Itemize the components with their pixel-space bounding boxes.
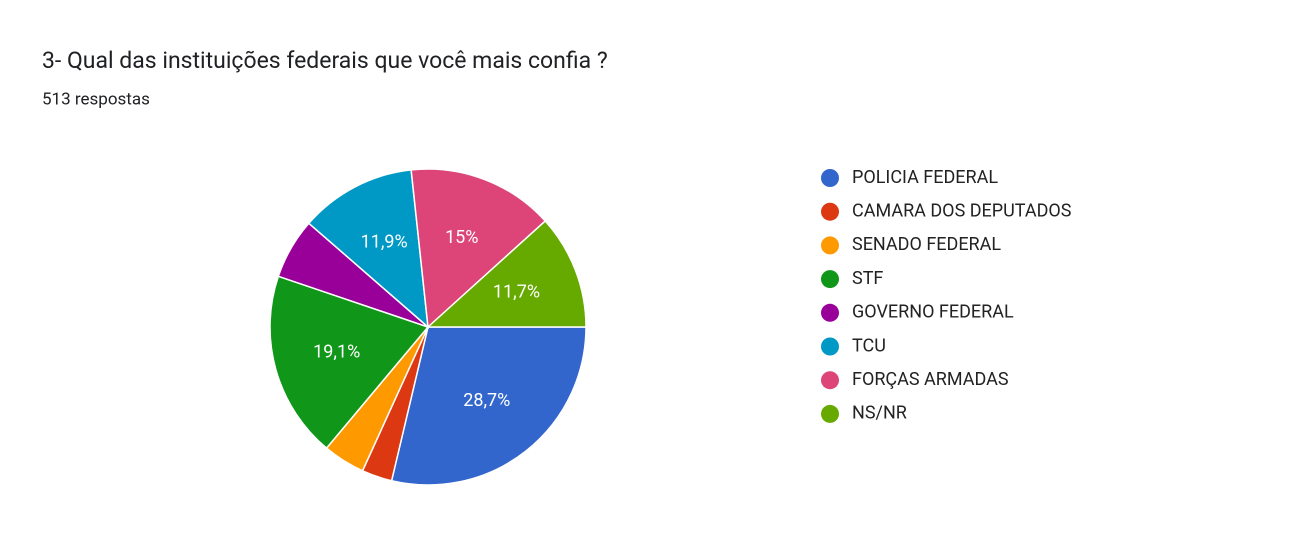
pie-slice <box>426 219 587 328</box>
legend-marker <box>821 371 839 390</box>
pie-slice <box>390 326 587 486</box>
pie-slice <box>410 168 547 329</box>
legend-label: GOVERNO FEDERAL <box>852 302 1014 323</box>
legend-label: STF <box>852 268 883 289</box>
legend-label: POLICIA FEDERAL <box>852 167 998 188</box>
chart-title: 3- Qual das instituições federais que vo… <box>42 47 608 74</box>
legend-label: TCU <box>852 335 886 356</box>
value-label: 28,7% <box>463 390 510 411</box>
legend-marker <box>821 404 839 423</box>
pie-slice <box>269 275 430 450</box>
value-label: 19,1% <box>313 341 360 362</box>
chart-subtitle: 513 respostas <box>42 89 150 109</box>
legend-marker <box>821 236 839 255</box>
legend-marker <box>821 169 839 187</box>
legend-label: CAMARA DOS DEPUTADOS <box>852 200 1072 221</box>
legend-label: NS/NR <box>852 403 907 424</box>
legend-label: FORÇAS ARMADAS <box>852 369 1009 390</box>
pie-slice <box>307 169 429 329</box>
value-label: 11,7% <box>493 282 540 303</box>
legend-marker <box>821 202 839 221</box>
legend-label: SENADO FEDERAL <box>852 234 1001 255</box>
legend-marker <box>821 303 839 322</box>
value-label: 15% <box>445 227 478 248</box>
legend-marker <box>821 337 839 356</box>
value-label: 11,9% <box>361 232 408 253</box>
legend-marker <box>821 270 839 289</box>
